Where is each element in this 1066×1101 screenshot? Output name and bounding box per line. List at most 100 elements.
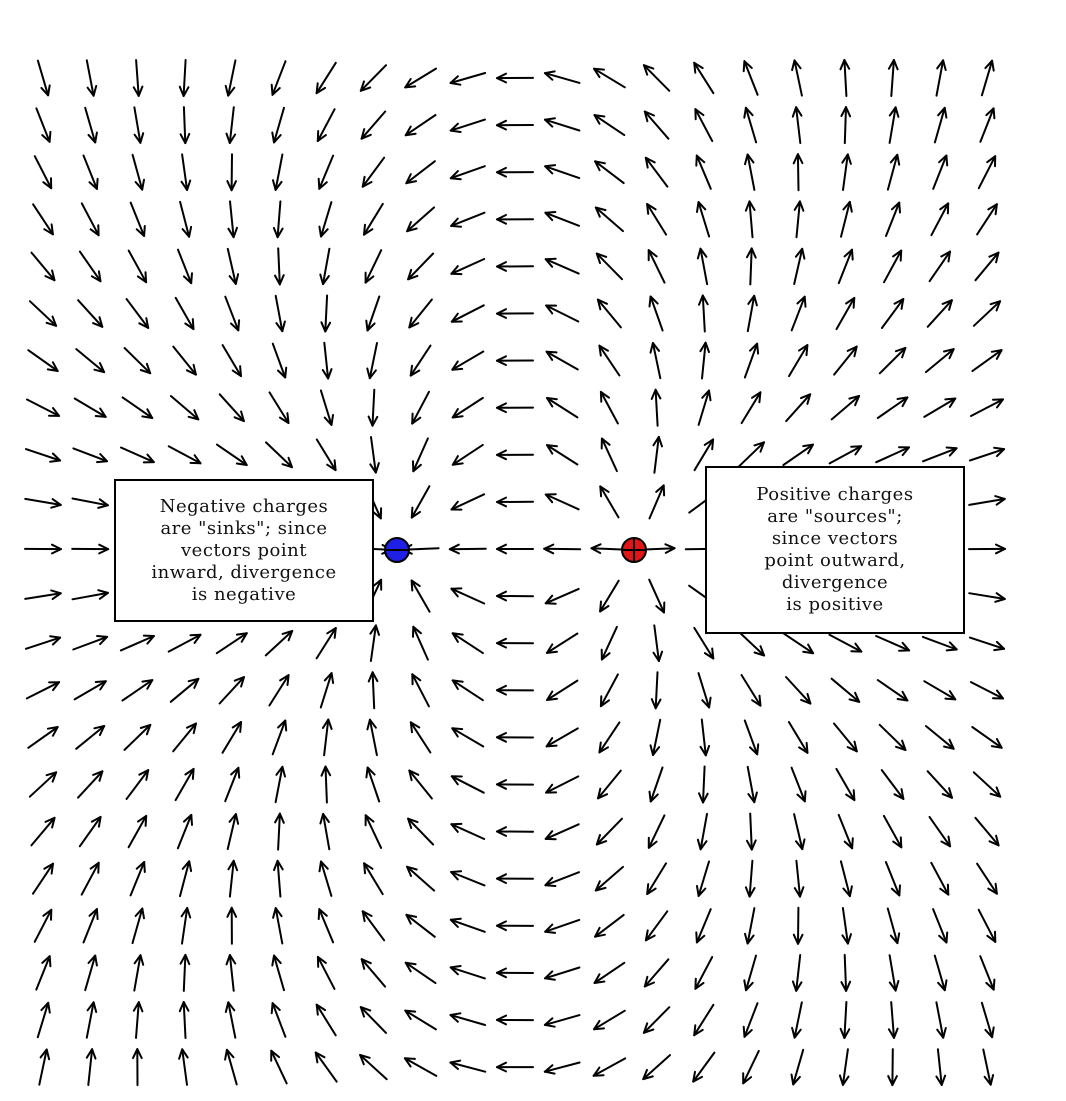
field-arrow (544, 966, 581, 981)
field-arrow (75, 725, 106, 750)
field-arrow (365, 295, 381, 332)
field-arrow (544, 211, 580, 227)
field-arrow (449, 965, 486, 980)
field-arrow (976, 203, 998, 236)
field-arrow (544, 164, 581, 180)
field-arrow (315, 1003, 337, 1037)
field-arrow (693, 626, 715, 660)
field-arrow (840, 106, 852, 145)
field-arrow (646, 203, 668, 236)
field-arrow (315, 438, 337, 472)
field-arrow (935, 1001, 947, 1039)
field-arrow (693, 438, 715, 472)
field-arrow (835, 296, 856, 331)
note-line: vectors point (181, 539, 307, 561)
field-arrow (698, 765, 709, 804)
field-arrow (746, 812, 757, 851)
field-arrow (274, 812, 285, 851)
field-arrow (366, 342, 378, 380)
field-arrow (968, 592, 1006, 603)
field-arrow (887, 59, 899, 97)
field-arrow (274, 247, 285, 286)
field-arrow (172, 722, 197, 753)
field-arrow (412, 437, 429, 473)
field-arrow (496, 119, 534, 131)
field-arrow (73, 680, 107, 701)
field-arrow (320, 294, 332, 333)
field-arrow (408, 298, 433, 329)
field-arrow (85, 1001, 98, 1039)
field-arrow (744, 907, 756, 945)
field-arrow (36, 1001, 51, 1039)
field-arrow (833, 345, 858, 376)
field-arrow (404, 67, 437, 89)
field-arrow (593, 1009, 626, 1031)
field-arrow (82, 908, 99, 944)
field-arrow (648, 766, 664, 803)
field-arrow (449, 917, 486, 933)
field-arrow (791, 106, 803, 144)
field-arrow (450, 822, 486, 840)
field-arrow (451, 350, 485, 371)
field-arrow (71, 543, 110, 555)
field-arrow (361, 156, 386, 188)
field-arrow (692, 1051, 716, 1083)
field-arrow (73, 397, 107, 418)
field-arrow (935, 59, 947, 97)
field-arrow (72, 447, 108, 464)
field-arrow (85, 59, 98, 97)
field-arrow (839, 1001, 851, 1039)
field-arrow (225, 106, 237, 144)
note-line: is negative (191, 583, 297, 605)
field-arrow (968, 543, 1006, 555)
field-arrow (742, 1002, 759, 1038)
field-arrow (448, 543, 487, 555)
field-arrow (174, 296, 195, 331)
field-arrow (933, 106, 948, 144)
note-line: inward, divergence (151, 561, 337, 583)
field-arrow (696, 201, 711, 238)
field-arrow (932, 154, 949, 190)
field-arrow (496, 873, 534, 884)
negative-charge-icon (384, 537, 410, 563)
field-arrow (592, 1057, 627, 1077)
field-arrow (876, 679, 909, 702)
field-arrow (32, 203, 54, 236)
field-arrow (265, 441, 293, 469)
field-arrow (450, 493, 486, 511)
field-arrow (496, 308, 534, 319)
field-arrow (409, 344, 432, 377)
field-arrow (449, 118, 486, 133)
field-arrow (271, 106, 285, 144)
field-arrow (544, 117, 581, 132)
field-arrow (24, 589, 62, 600)
field-arrow (30, 816, 56, 847)
field-arrow (972, 771, 1002, 798)
field-arrow (365, 766, 381, 803)
field-arrow (968, 495, 1006, 506)
field-arrow (788, 344, 809, 378)
field-arrow (318, 201, 333, 238)
field-arrow (928, 815, 952, 848)
field-arrow (544, 493, 580, 511)
field-arrow (736, 629, 766, 657)
field-arrow (131, 907, 145, 945)
field-arrow (977, 908, 997, 943)
field-arrow (179, 200, 193, 238)
field-arrow (179, 106, 191, 145)
field-arrow (180, 907, 192, 945)
field-arrow (367, 388, 379, 427)
field-arrow (875, 635, 911, 652)
field-arrow (133, 954, 145, 992)
field-arrow (496, 1061, 534, 1073)
field-arrow (496, 967, 534, 979)
field-arrow (78, 250, 102, 283)
field-arrow (596, 298, 622, 329)
field-arrow (887, 1048, 898, 1087)
field-arrow (886, 907, 901, 945)
field-arrow (543, 543, 582, 555)
field-arrow (131, 153, 145, 191)
field-arrow (449, 165, 486, 181)
field-arrow (837, 813, 854, 850)
field-arrow (648, 295, 664, 332)
